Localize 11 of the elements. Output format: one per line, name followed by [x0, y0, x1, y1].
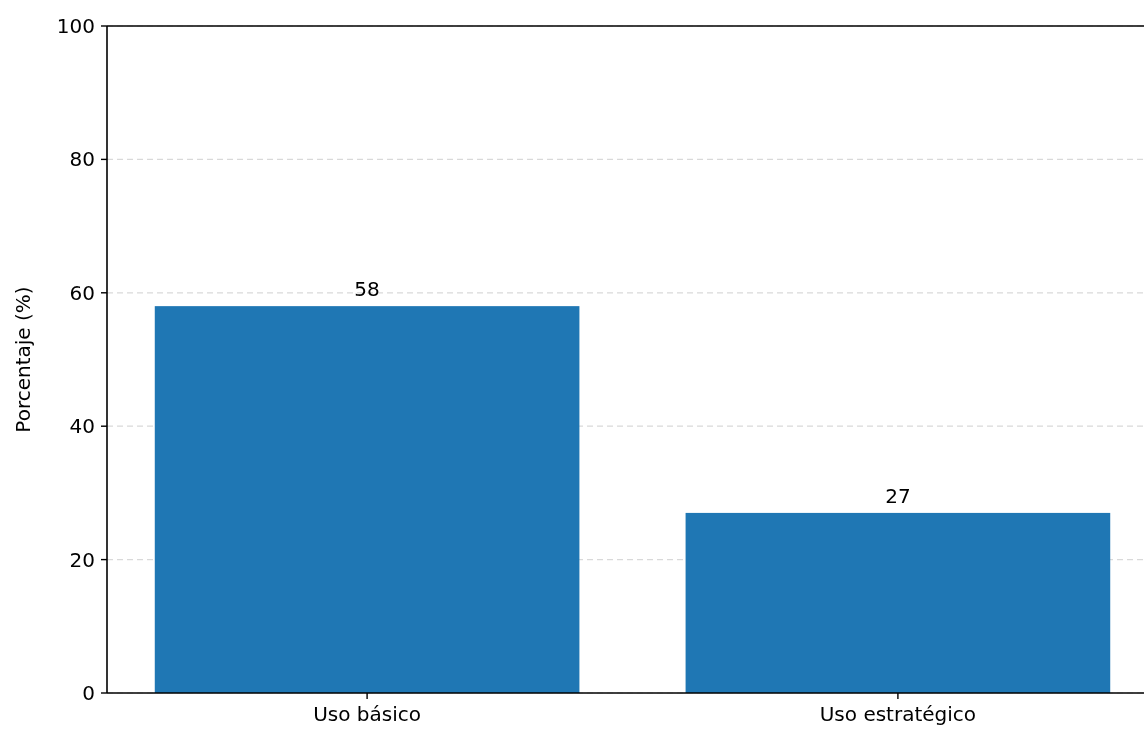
y-tick-label: 20 — [69, 547, 95, 572]
y-tick-label: 80 — [69, 147, 95, 172]
x-tick-label: Uso básico — [313, 702, 421, 726]
x-tick-label: Uso estratégico — [819, 702, 977, 726]
y-axis-title: Porcentaje (%) — [11, 286, 35, 433]
y-tick-label: 60 — [69, 280, 95, 305]
y-tick-label: 0 — [82, 681, 95, 705]
data-label: 27 — [885, 483, 911, 508]
y-tick-label: 40 — [69, 414, 95, 439]
data-label: 58 — [354, 277, 380, 302]
y-tick-label: 100 — [56, 14, 95, 38]
